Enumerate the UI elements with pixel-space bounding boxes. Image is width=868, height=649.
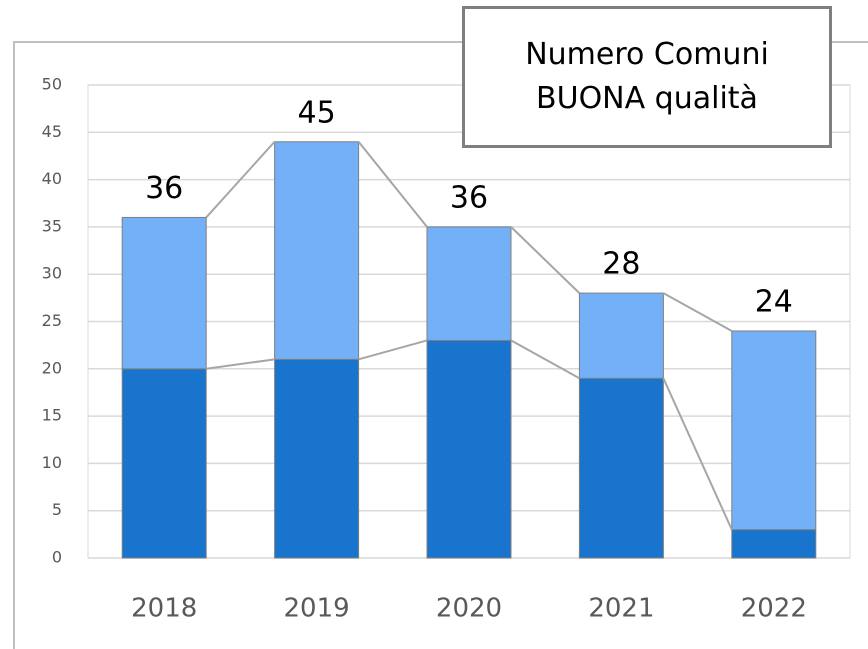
x-tick-label: 2022 (741, 594, 807, 624)
x-tick-label: 2018 (131, 594, 197, 624)
y-tick-label: 25 (42, 311, 62, 330)
x-tick-label: 2020 (436, 594, 502, 624)
x-tick-label: 2021 (588, 594, 654, 624)
series-line (662, 377, 733, 531)
x-tick-label: 2019 (284, 594, 350, 624)
y-tick-label: 50 (42, 75, 62, 94)
bar-segment (578, 292, 664, 379)
y-tick-label: 30 (42, 264, 62, 283)
series-line (206, 358, 275, 370)
y-tick-label: 15 (42, 406, 62, 425)
y-tick-label: 40 (42, 169, 62, 188)
total-label: 24 (755, 284, 793, 319)
total-label: 36 (145, 171, 183, 206)
y-tick-label: 5 (52, 500, 62, 519)
series-line (662, 292, 733, 332)
total-label: 28 (602, 247, 640, 282)
bar-segment (578, 377, 664, 559)
y-tick-label: 20 (42, 358, 62, 377)
total-label: 36 (450, 180, 488, 215)
y-tick-label: 35 (42, 216, 62, 235)
y-tick-label: 10 (42, 453, 62, 472)
bar-segment (121, 368, 207, 559)
bar-segment (274, 358, 360, 559)
bar-segment (731, 330, 817, 531)
series-line (510, 226, 581, 294)
series-line (510, 339, 580, 380)
series-line (205, 141, 276, 219)
bar-segment (121, 216, 207, 370)
bar-segment (274, 141, 360, 360)
bar-segment (731, 529, 817, 559)
bar-segment (426, 339, 512, 559)
series-line (358, 339, 428, 361)
chart-title: Numero Comuni BUONA qualità (462, 6, 832, 148)
bar-segment (426, 226, 512, 341)
y-tick-label: 0 (52, 548, 62, 567)
y-tick-label: 45 (42, 122, 62, 141)
total-label: 45 (298, 95, 336, 130)
series-line (357, 141, 428, 228)
